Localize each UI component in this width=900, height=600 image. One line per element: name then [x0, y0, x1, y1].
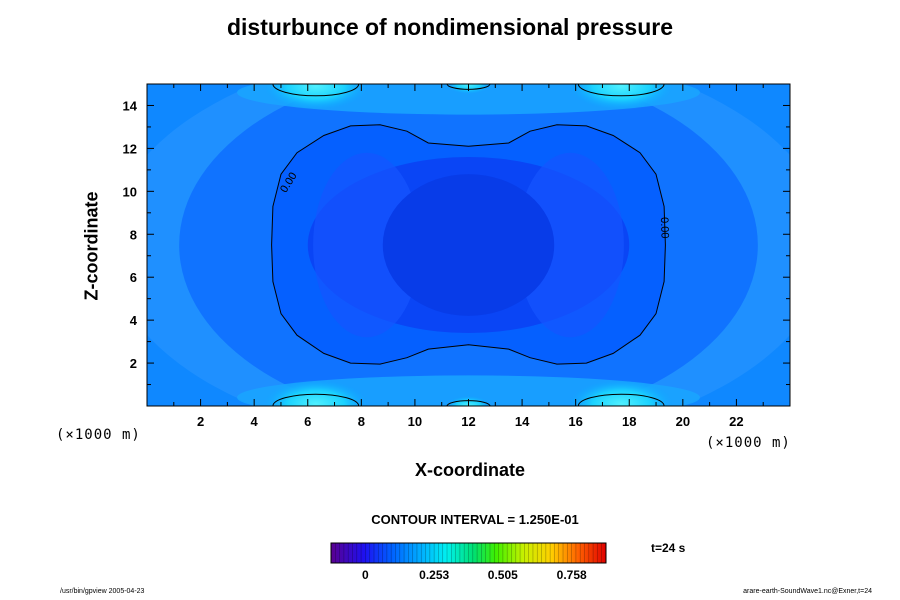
y-tick-label: 8 — [130, 227, 137, 242]
x-tick-label: 8 — [358, 414, 365, 429]
x-axis-unit-label: (×1000 m) — [706, 435, 791, 451]
footer-left: /usr/bin/gpview 2005-04-23 — [60, 588, 145, 595]
y-tick-label: 14 — [123, 98, 138, 113]
field-core-left-band — [313, 152, 421, 338]
x-tick-label: 16 — [568, 414, 582, 429]
chart-title: disturbunce of nondimensional pressure — [226, 14, 673, 40]
y-tick-label: 12 — [123, 141, 137, 156]
y-tick-label: 10 — [123, 184, 137, 199]
field-cyan-blob-0 — [263, 84, 368, 111]
colorbar-tick-label: 0 — [362, 568, 369, 582]
x-tick-label: 14 — [515, 414, 530, 429]
x-tick-label: 12 — [461, 414, 475, 429]
colorbar-tick-label: 0.505 — [488, 568, 518, 582]
x-tick-label: 6 — [304, 414, 311, 429]
y-tick-label: 2 — [130, 356, 137, 371]
x-tick-label: 4 — [251, 414, 259, 429]
x-axis-label: X-coordinate — [414, 460, 525, 480]
x-left-unit-label: (×1000 m) — [56, 427, 141, 443]
x-axis-ticks: 2 4 6 8 10 12 14 16 18 20 22 — [173, 84, 764, 429]
field-core-inner — [382, 174, 555, 316]
y-axis-ticks: 2 4 6 8 10 12 14 — [123, 98, 790, 386]
contour-zero-main — [271, 124, 666, 365]
x-tick-label: 2 — [197, 414, 204, 429]
time-label: t=24 s — [651, 541, 686, 555]
field-core-right-band — [516, 152, 624, 338]
x-tick-label: 20 — [676, 414, 690, 429]
colorbar-tick-label: 0.758 — [557, 568, 587, 582]
colorbar-tick-label: 0.253 — [419, 568, 449, 582]
pressure-field — [147, 84, 790, 406]
x-tick-label: 10 — [408, 414, 422, 429]
y-axis-label: Z-coordinate — [81, 191, 102, 301]
y-tick-label: 4 — [130, 313, 138, 328]
x-tick-label: 22 — [729, 414, 743, 429]
colorbar-gradient — [331, 543, 606, 563]
colorbar-frame — [330, 542, 607, 564]
field-cyan-blob-3 — [569, 379, 674, 406]
colorbar: 0 0.253 0.505 0.758 — [330, 542, 607, 582]
x-tick-label: 18 — [622, 414, 636, 429]
y-tick-label: 6 — [130, 270, 137, 285]
field-cyan-blob-1 — [569, 84, 674, 111]
contour-label: 0.00 — [658, 217, 671, 239]
contour-interval-text: CONTOUR INTERVAL = 1.250E-01 — [371, 512, 579, 527]
field-cyan-blob-2 — [263, 379, 368, 406]
footer-right: arare-earth-SoundWave1.nc@Exner,t=24 — [743, 588, 872, 595]
